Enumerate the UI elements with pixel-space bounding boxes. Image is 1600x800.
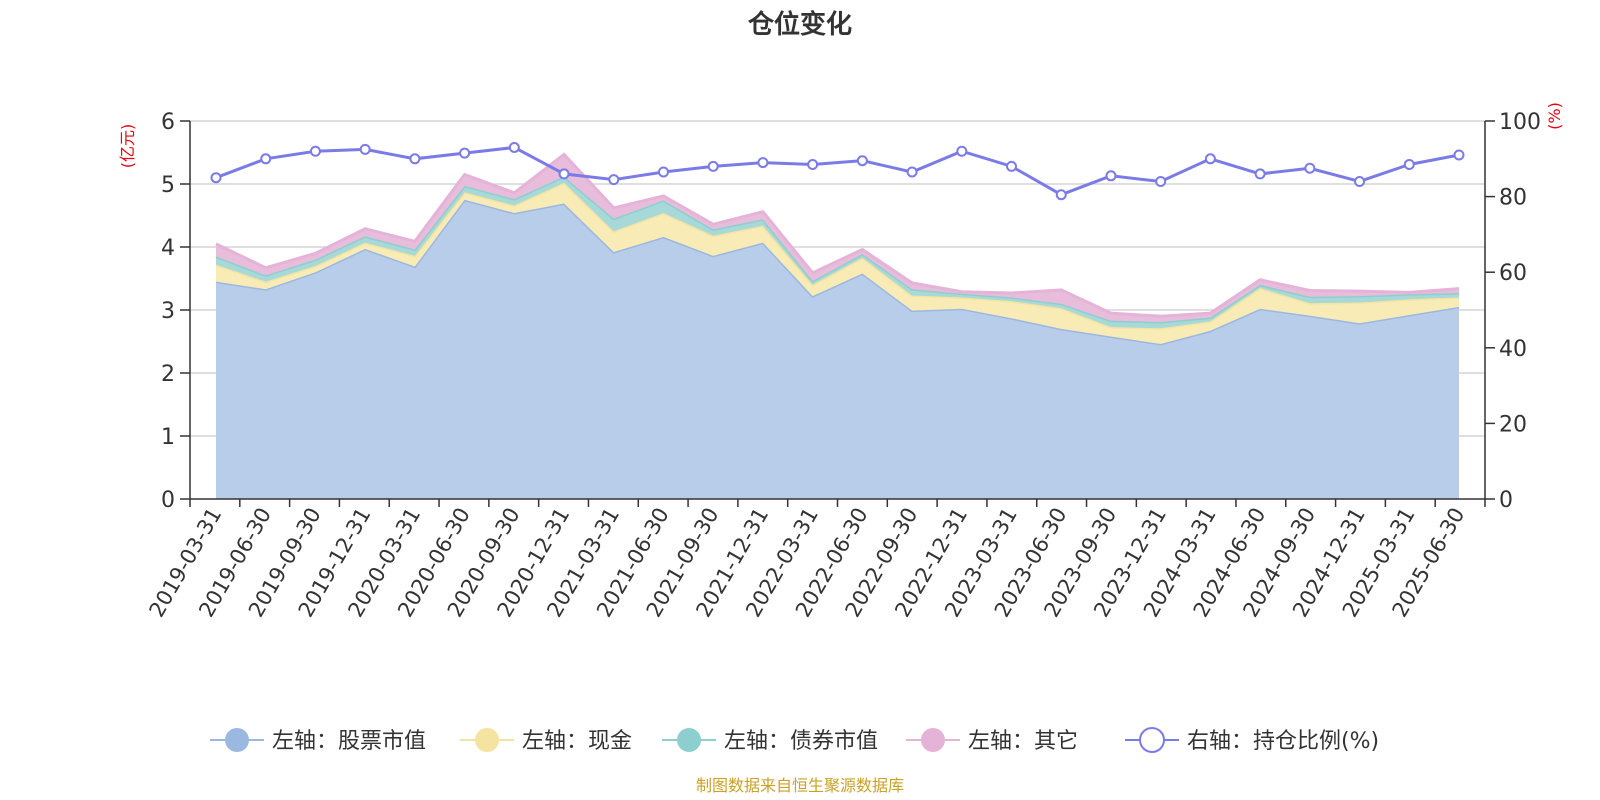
ratio-point xyxy=(1453,149,1465,161)
left-tick-label: 4 xyxy=(161,236,175,261)
left-axis-unit: (亿元) xyxy=(118,124,137,169)
ratio-point xyxy=(459,147,471,159)
ratio-point xyxy=(1304,162,1316,174)
ratio-point xyxy=(807,158,819,170)
right-tick-label: 0 xyxy=(1499,488,1513,513)
legend-label: 左轴：债券市值 xyxy=(724,729,878,754)
area-series-1 xyxy=(216,199,1459,499)
left-tick-label: 2 xyxy=(161,362,175,387)
ratio-point xyxy=(1204,153,1216,165)
legend-item-4: 左轴：其它 xyxy=(906,728,1078,754)
ratio-point xyxy=(856,155,868,167)
legend-marker xyxy=(475,728,499,752)
left-tick-label: 5 xyxy=(161,173,175,198)
right-tick-label: 100 xyxy=(1499,110,1541,135)
legend-item-3: 左轴：债券市值 xyxy=(662,728,878,754)
left-tick-label: 3 xyxy=(161,299,175,324)
right-tick-label: 40 xyxy=(1499,337,1527,362)
right-axis-unit: (%) xyxy=(1545,102,1564,130)
legend-item-2: 左轴：现金 xyxy=(460,728,632,754)
legend-item-5: 右轴：持仓比例(%) xyxy=(1125,727,1379,754)
ratio-point xyxy=(657,166,669,178)
legend-marker xyxy=(1139,727,1165,753)
ratio-point xyxy=(210,172,222,184)
data-source-note: 制图数据来自恒生聚源数据库 xyxy=(696,776,904,795)
ratio-point xyxy=(1403,158,1415,170)
right-tick-label: 80 xyxy=(1499,186,1527,211)
ratio-line-path xyxy=(215,145,1460,197)
position-ratio-line xyxy=(210,141,1465,201)
ratio-point xyxy=(757,157,769,169)
ratio-point xyxy=(906,166,918,178)
left-tick-label: 1 xyxy=(161,425,175,450)
ratio-point xyxy=(1155,175,1167,187)
area-series-edge-4 xyxy=(215,152,1460,318)
legend: 左轴：股票市值 左轴：现金 左轴：债券市值 左轴：其它 右轴：持仓比例(%) xyxy=(210,727,1379,754)
ratio-point xyxy=(359,143,371,155)
legend-label: 左轴：股票市值 xyxy=(272,729,426,754)
legend-marker xyxy=(921,728,945,752)
ratio-point xyxy=(1105,170,1117,182)
ratio-point xyxy=(409,153,421,165)
ratio-point xyxy=(309,145,321,157)
ratio-point xyxy=(1055,189,1067,201)
area-series xyxy=(215,152,1460,499)
ratio-point xyxy=(707,160,719,172)
legend-marker xyxy=(225,728,249,752)
legend-label: 左轴：现金 xyxy=(522,729,632,754)
ratio-point xyxy=(956,145,968,157)
right-tick-label: 60 xyxy=(1499,261,1527,286)
ratio-point xyxy=(608,174,620,186)
chart-title: 仓位变化 xyxy=(747,9,852,40)
legend-label: 左轴：其它 xyxy=(968,729,1078,754)
ratio-point xyxy=(1254,168,1266,180)
left-tick-label: 6 xyxy=(161,110,175,135)
ratio-point xyxy=(558,168,570,180)
left-tick-label: 0 xyxy=(161,488,175,513)
ratio-point xyxy=(1354,175,1366,187)
ratio-point xyxy=(508,141,520,153)
ratio-point xyxy=(1006,160,1018,172)
legend-marker xyxy=(677,728,701,752)
ratio-point xyxy=(260,153,272,165)
legend-item-1: 左轴：股票市值 xyxy=(210,728,426,754)
legend-label: 右轴：持仓比例(%) xyxy=(1187,729,1379,754)
right-tick-label: 20 xyxy=(1499,412,1527,437)
